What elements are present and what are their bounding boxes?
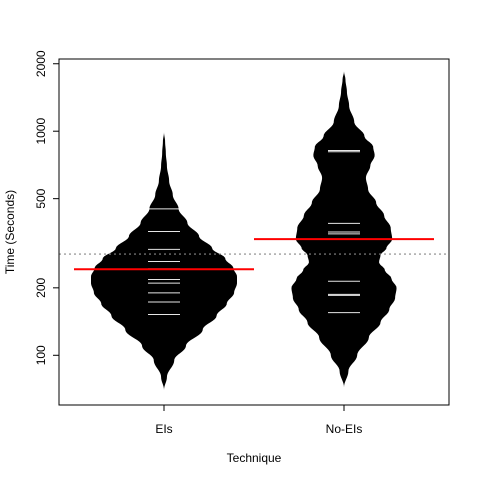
x-axis: EIs No-EIs <box>155 405 362 436</box>
y-tick-label: 200 <box>34 277 48 297</box>
x-tick-label: EIs <box>155 422 172 436</box>
plot-frame <box>58 58 450 406</box>
bean-eis <box>91 132 237 390</box>
y-axis-label: Time (Seconds) <box>3 190 17 274</box>
y-axis: 100 200 500 1000 2000 <box>34 50 59 365</box>
y-tick-label: 100 <box>34 345 48 365</box>
y-tick-label: 1000 <box>34 118 48 145</box>
x-tick-label: No-EIs <box>326 422 363 436</box>
bean-no-eis <box>291 71 397 388</box>
means-layer <box>74 238 434 271</box>
x-axis-label: Technique <box>227 451 282 465</box>
bean-shape <box>291 71 397 388</box>
y-tick-label: 500 <box>34 188 48 208</box>
y-tick-label: 2000 <box>34 50 48 77</box>
beans-layer <box>91 71 397 390</box>
